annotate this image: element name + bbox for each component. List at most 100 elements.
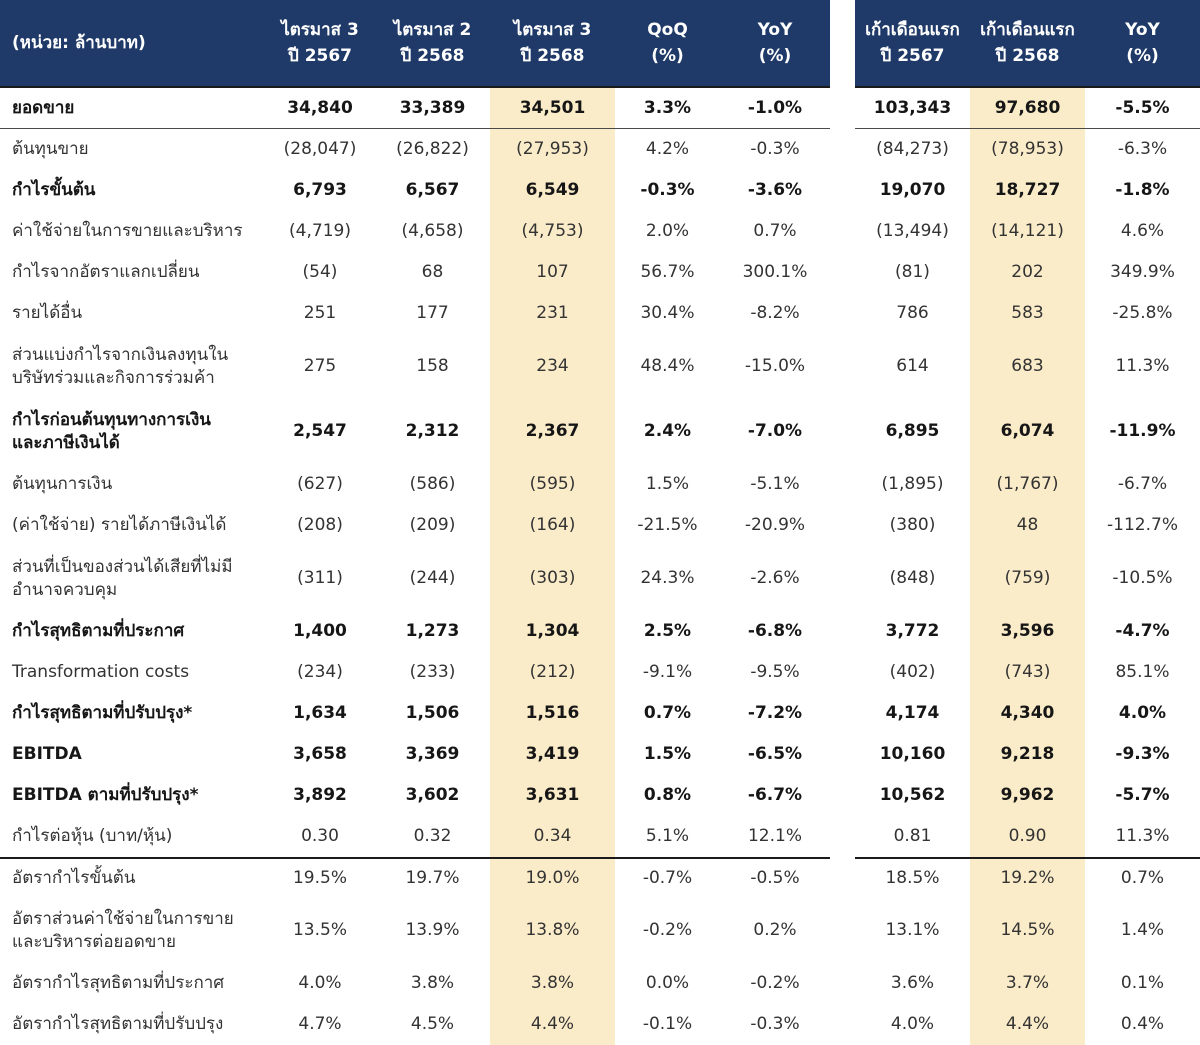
value-cell: -8.2% [750,303,800,324]
value-cell: (759) [970,546,1085,611]
column-header-line: ไตรมาส 3 [281,19,359,40]
value-cell: (1,767) [970,464,1085,505]
row-label: ค่าใช้จ่ายในการขายและบริหาร [12,221,243,242]
column-header-line: QoQ [647,19,688,40]
value-cell: 0.7% [753,221,797,242]
row-label: EBITDA ตามที่ปรับปรุง* [12,785,199,806]
value-cell: 1,516 [490,693,615,734]
row-label: ยอดขาย [0,88,265,129]
table-row: กำไรสุทธิตามที่ประกาศ 1,400 1,273 1,304 2.5%… [0,611,1200,652]
value-cell: 2.4% [643,421,692,442]
value-cell: 19.0% [490,857,615,898]
value-cell: 234 [490,334,615,399]
value-cell: 1,304 [490,611,615,652]
column-header-line: ปี 2568 [520,46,585,66]
column-header: ไตรมาส 2 ปี 2568 [375,0,490,88]
column-group-gap [830,399,855,464]
value-cell: (4,719) [289,221,351,242]
table-row: ส่วนที่เป็นของส่วนได้เสียที่ไม่มี อำนาจค… [0,546,1200,611]
value-cell: 231 [490,293,615,334]
value-cell: (233) [409,662,456,683]
value-cell: 6,793 [293,180,347,201]
value-cell: (4,658) [401,221,464,242]
column-header-line: (%) [758,46,792,66]
value-cell: (14,121) [970,211,1085,252]
value-cell: 1.5% [645,474,690,495]
value-cell: 1.4% [1120,920,1165,941]
value-cell: (78,953) [970,129,1085,170]
column-group-gap [830,464,855,505]
value-cell: 0.1% [1120,973,1165,994]
value-cell: 48 [970,505,1085,546]
value-cell: 6,895 [885,421,940,442]
value-cell: 1,506 [405,703,460,724]
column-group-gap [830,652,855,693]
row-label: รายได้อื่น [12,303,83,324]
row-label: กำไรต่อหุ้น (บาท/หุ้น) [12,826,173,847]
value-cell: 10,160 [879,744,946,765]
row-label: กำไรขั้นต้น [12,180,96,201]
value-cell: 14.5% [970,898,1085,963]
value-cell: -112.7% [1107,515,1178,536]
value-cell: 3,369 [405,744,460,765]
value-cell: 6,567 [405,180,460,201]
value-cell: 1,400 [293,621,347,642]
value-cell: (26,822) [396,139,469,160]
value-cell: 3.7% [970,963,1085,1004]
column-group-gap [830,898,855,963]
value-cell: 202 [970,252,1085,293]
value-cell: 3.3% [615,88,720,129]
column-header: เก้าเดือนแรก ปี 2568 [970,0,1085,88]
table-row: อัตรากำไรขั้นต้น 19.5% 19.7% 19.0% -0.7% -0.5… [0,857,1200,898]
value-cell: -20.9% [744,515,806,536]
value-cell: 4.0% [1118,703,1167,724]
value-cell: -0.3% [750,139,800,160]
column-group-gap [830,88,855,129]
column-header-line: เก้าเดือนแรก [865,19,960,40]
value-cell: 177 [416,303,449,324]
row-label: ต้นทุนขาย [12,139,89,160]
table-row: อัตราส่วนค่าใช้จ่ายในการขาย และบริหารต่อ… [0,898,1200,963]
row-label: ต้นทุนการเงิน [12,474,113,495]
value-cell: 34,840 [265,88,375,129]
value-cell: -5.7% [1115,785,1170,806]
value-cell: -0.3% [750,1014,800,1035]
value-cell: -0.2% [750,973,800,994]
value-cell: 1.5% [643,744,692,765]
value-cell: 19.2% [970,857,1085,898]
value-cell: (208) [297,515,343,536]
column-group-gap [830,129,855,170]
value-cell: (380) [889,515,936,536]
value-cell: (13,494) [876,221,949,242]
value-cell: -21.5% [637,515,698,536]
column-group-gap [830,505,855,546]
value-cell: -0.5% [720,857,830,898]
column-group-gap [830,0,855,88]
value-cell: -0.7% [615,857,720,898]
value-cell: 4.0% [890,1014,935,1035]
value-cell: 683 [970,334,1085,399]
value-cell: 2,367 [490,399,615,464]
value-cell: -11.9% [1109,421,1176,442]
column-group-gap [830,334,855,399]
row-label: อัตรากำไรขั้นต้น [0,857,265,898]
value-cell: 4.7% [298,1014,342,1035]
value-cell: 2,547 [293,421,347,442]
value-cell: -6.5% [747,744,803,765]
value-cell: 107 [490,252,615,293]
table-row: กำไรต่อหุ้น (บาท/หุ้น) 0.30 0.32 0.34 5.1% 12… [0,816,1200,857]
column-header-line: ไตรมาส 2 [393,19,472,40]
value-cell: -1.8% [1115,180,1170,201]
value-cell: 0.34 [490,816,615,857]
table-row: (ค่าใช้จ่าย) รายได้ภาษีเงินได้ (208) (209)… [0,505,1200,546]
column-group-gap [830,546,855,611]
value-cell: -5.5% [1085,88,1200,129]
value-cell: 13.5% [292,920,347,941]
value-cell: (627) [297,474,343,495]
value-cell: -2.6% [750,568,800,589]
column-group-gap [830,734,855,775]
value-cell: 614 [896,356,929,377]
column-header: QoQ (%) [615,0,720,88]
value-cell: 68 [421,262,444,283]
